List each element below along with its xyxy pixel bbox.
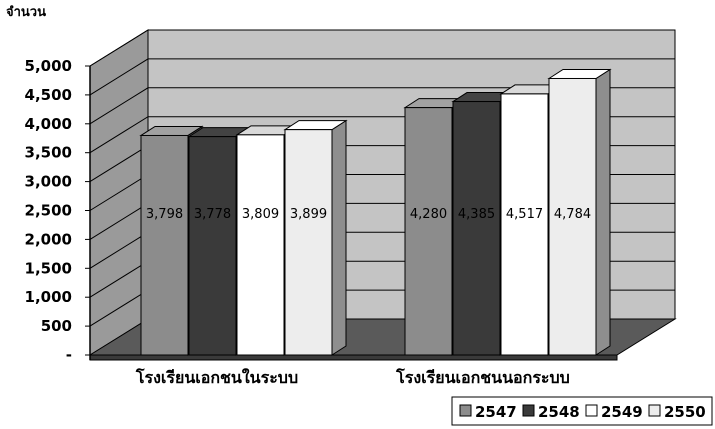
y-tick-label: 5,000 [25, 57, 72, 75]
bar-front [548, 77, 597, 356]
y-tick-label: 1,500 [25, 259, 72, 277]
y-tick-label: 2,000 [25, 230, 72, 248]
data-label: 3,809 [242, 207, 279, 222]
bars: 3,798 3,778 3,809 3,899 4,280 4,385 4,517 4,784 [139, 68, 612, 356]
data-label: 3,798 [146, 207, 183, 222]
y-tick-label: 3,500 [25, 144, 72, 162]
bar-side [331, 119, 347, 356]
legend-swatch [459, 404, 472, 417]
data-label: 4,784 [554, 207, 591, 222]
bar: 3,899 [283, 119, 348, 356]
legend-swatch [585, 404, 598, 417]
y-tick-label: 4,500 [25, 86, 72, 104]
bar-front [500, 93, 549, 356]
data-label: 3,778 [194, 207, 231, 222]
axes: 5,000 4,500 4,000 3,500 3,000 2,500 2,000 1,500… [25, 57, 570, 387]
bar-front [140, 134, 189, 356]
legend-label: 2550 [664, 403, 706, 421]
y-axis-title: จำนวน [6, 4, 46, 20]
y-tick-label: 1,000 [25, 288, 72, 306]
bar: 4,784 [547, 68, 612, 356]
floor-edge [89, 354, 618, 361]
legend-label: 2547 [475, 403, 517, 421]
legend-label: 2548 [538, 403, 580, 421]
bar-side [595, 68, 611, 356]
legend-swatch [522, 404, 535, 417]
bar: 4,280 [403, 97, 468, 356]
data-label: 3,899 [290, 207, 327, 222]
gridline [89, 87, 675, 125]
data-label: 4,517 [506, 207, 543, 222]
x-tick-label: โรงเรียนเอกชนนอกระบบ [395, 367, 570, 387]
legend-label: 2549 [601, 403, 643, 421]
y-tick-label: 4,000 [25, 115, 72, 133]
gridline [89, 29, 675, 67]
legend: 2547 2548 2549 2550 [451, 396, 713, 426]
bar-front [404, 107, 453, 356]
y-tick-label: - [66, 346, 72, 364]
legend-box [451, 396, 713, 426]
data-label: 4,280 [410, 207, 447, 222]
bar-front [236, 134, 285, 356]
y-tick-label: 500 [41, 317, 72, 335]
y-tick-label: 3,000 [25, 173, 72, 191]
bar-front [284, 129, 333, 356]
gridline [89, 58, 675, 96]
y-tick-label: 2,500 [25, 202, 72, 220]
bar-front [188, 136, 237, 356]
legend-swatch [648, 404, 661, 417]
bar-front [452, 101, 501, 356]
x-tick-label: โรงเรียนเอกชนในระบบ [135, 367, 298, 387]
data-label: 4,385 [458, 207, 495, 222]
